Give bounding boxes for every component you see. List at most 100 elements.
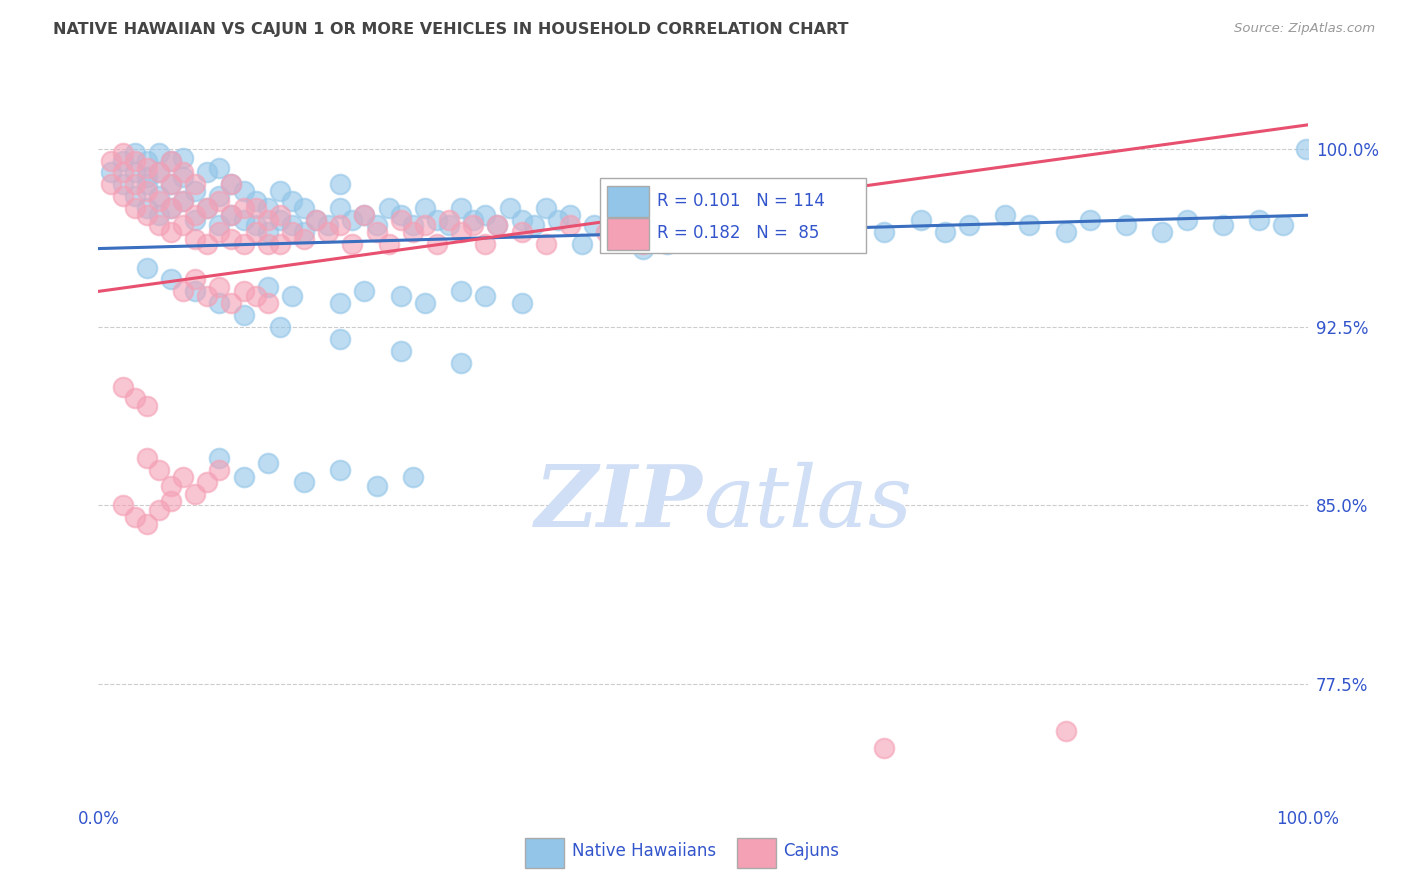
Point	[208, 189, 231, 203]
Point	[124, 510, 146, 524]
Point	[281, 225, 304, 239]
Point	[292, 232, 315, 246]
Point	[571, 236, 593, 251]
Point	[450, 356, 472, 370]
Point	[111, 153, 134, 168]
Point	[124, 392, 146, 406]
Point	[957, 218, 980, 232]
Point	[184, 232, 207, 246]
Point	[292, 475, 315, 489]
Point	[221, 178, 243, 192]
Point	[111, 165, 134, 179]
Point	[172, 285, 194, 299]
Point	[160, 201, 183, 215]
Point	[221, 208, 243, 222]
Point	[208, 279, 231, 293]
FancyBboxPatch shape	[607, 219, 648, 250]
Point	[124, 189, 146, 203]
Point	[256, 225, 278, 239]
Point	[184, 486, 207, 500]
Point	[148, 165, 170, 179]
Point	[305, 213, 328, 227]
Point	[692, 225, 714, 239]
Point	[148, 165, 170, 179]
Point	[256, 296, 278, 310]
Point	[547, 213, 569, 227]
Point	[208, 194, 231, 208]
Point	[389, 208, 412, 222]
Point	[232, 213, 254, 227]
Point	[498, 201, 520, 215]
Point	[934, 225, 956, 239]
Point	[184, 272, 207, 286]
Point	[245, 201, 267, 215]
Point	[148, 208, 170, 222]
Point	[184, 285, 207, 299]
Point	[353, 208, 375, 222]
Point	[184, 185, 207, 199]
Point	[245, 225, 267, 239]
Point	[195, 201, 218, 215]
Point	[413, 201, 436, 215]
Point	[160, 178, 183, 192]
Point	[172, 151, 194, 165]
Point	[1054, 724, 1077, 739]
Point	[474, 208, 496, 222]
Point	[486, 218, 509, 232]
Point	[413, 296, 436, 310]
Point	[329, 201, 352, 215]
Point	[994, 208, 1017, 222]
Point	[256, 201, 278, 215]
Point	[389, 213, 412, 227]
Point	[607, 225, 630, 239]
Text: ZIP: ZIP	[536, 461, 703, 545]
Point	[353, 285, 375, 299]
Point	[172, 194, 194, 208]
Point	[221, 232, 243, 246]
Point	[232, 185, 254, 199]
Point	[135, 161, 157, 175]
Point	[813, 232, 835, 246]
Point	[342, 236, 364, 251]
Point	[232, 236, 254, 251]
Point	[873, 741, 896, 756]
Point	[752, 218, 775, 232]
Point	[910, 213, 932, 227]
Point	[232, 201, 254, 215]
Point	[534, 236, 557, 251]
Point	[366, 479, 388, 493]
Point	[184, 208, 207, 222]
Point	[148, 189, 170, 203]
Point	[377, 236, 399, 251]
Point	[124, 178, 146, 192]
FancyBboxPatch shape	[600, 178, 866, 253]
Point	[316, 218, 339, 232]
Point	[474, 236, 496, 251]
Point	[269, 236, 291, 251]
Point	[172, 218, 194, 232]
Point	[148, 218, 170, 232]
Point	[631, 242, 654, 256]
Point	[135, 153, 157, 168]
Point	[172, 170, 194, 185]
Point	[437, 213, 460, 227]
Point	[389, 343, 412, 358]
Point	[269, 208, 291, 222]
Point	[245, 218, 267, 232]
Point	[124, 146, 146, 161]
Point	[232, 308, 254, 322]
Point	[342, 213, 364, 227]
Point	[329, 296, 352, 310]
Point	[353, 208, 375, 222]
Point	[221, 208, 243, 222]
Point	[160, 272, 183, 286]
Point	[269, 185, 291, 199]
Point	[1018, 218, 1040, 232]
Point	[256, 279, 278, 293]
Point	[523, 218, 546, 232]
Point	[366, 225, 388, 239]
Point	[208, 161, 231, 175]
Point	[232, 470, 254, 484]
Point	[292, 225, 315, 239]
Point	[668, 218, 690, 232]
